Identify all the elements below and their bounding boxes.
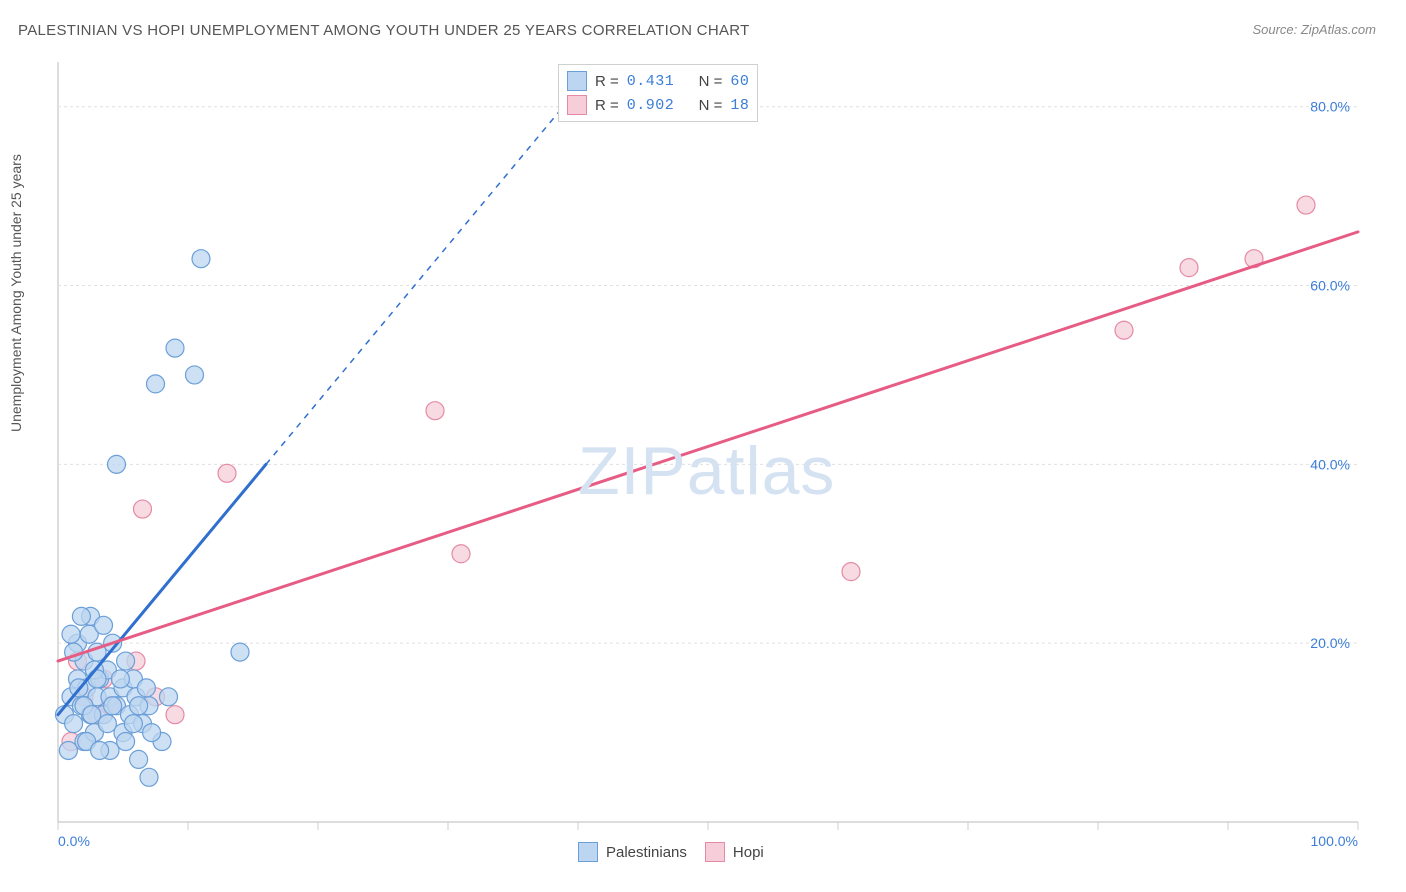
source-link[interactable]: ZipAtlas.com [1301, 22, 1376, 37]
data-point [160, 688, 178, 706]
legend-swatch [567, 95, 587, 115]
data-point [452, 545, 470, 563]
series-legend-label: Hopi [733, 844, 764, 861]
source-prefix: Source: [1252, 22, 1300, 37]
data-point [104, 697, 122, 715]
y-axis-label: Unemployment Among Youth under 25 years [8, 154, 24, 432]
chart-title: PALESTINIAN VS HOPI UNEMPLOYMENT AMONG Y… [18, 22, 750, 39]
data-point [186, 366, 204, 384]
x-tick-label: 0.0% [58, 833, 90, 849]
data-point [192, 250, 210, 268]
data-point [140, 768, 158, 786]
data-point [426, 402, 444, 420]
data-point [117, 733, 135, 751]
data-point [98, 715, 116, 733]
data-point [1180, 259, 1198, 277]
x-tick-label: 100.0% [1311, 833, 1358, 849]
legend-n-value: 18 [730, 97, 749, 114]
data-point [166, 706, 184, 724]
legend-n-label: N = [699, 73, 723, 90]
data-point [62, 625, 80, 643]
legend-row: R = 0.902 N = 18 [567, 93, 749, 117]
data-point [108, 455, 126, 473]
data-point [117, 652, 135, 670]
trend-line [58, 464, 266, 714]
data-point [137, 679, 155, 697]
legend-r-value: 0.902 [627, 97, 675, 114]
data-point [1115, 321, 1133, 339]
correlation-legend: R = 0.431 N = 60R = 0.902 N = 18 [558, 64, 758, 122]
y-tick-label: 80.0% [1310, 99, 1350, 115]
data-point [143, 724, 161, 742]
source-attribution: Source: ZipAtlas.com [1252, 22, 1376, 37]
legend-r-value: 0.431 [627, 73, 675, 90]
series-legend-item: Palestinians [578, 842, 687, 862]
series-legend: Palestinians Hopi [578, 842, 764, 862]
y-tick-label: 60.0% [1310, 278, 1350, 294]
data-point [72, 607, 90, 625]
legend-n-value: 60 [730, 73, 749, 90]
y-tick-label: 40.0% [1310, 456, 1350, 472]
data-point [130, 750, 148, 768]
legend-swatch [567, 71, 587, 91]
legend-n-label: N = [699, 97, 723, 114]
data-point [124, 715, 142, 733]
scatter-chart: 20.0% 40.0% 60.0% 80.0% 0.0% 100.0% [18, 52, 1388, 872]
data-point [91, 741, 109, 759]
legend-swatch [705, 842, 725, 862]
data-point [111, 670, 129, 688]
legend-r-label: R = [595, 73, 619, 90]
data-point [130, 697, 148, 715]
data-point [95, 616, 113, 634]
data-point [88, 670, 106, 688]
data-point [147, 375, 165, 393]
legend-r-label: R = [595, 97, 619, 114]
y-tick-label: 20.0% [1310, 635, 1350, 651]
data-point [65, 715, 83, 733]
series-legend-item: Hopi [705, 842, 764, 862]
data-point [83, 706, 101, 724]
data-point [842, 563, 860, 581]
trend-line-extended [266, 89, 578, 465]
trend-line [58, 232, 1358, 661]
legend-row: R = 0.431 N = 60 [567, 69, 749, 93]
series-legend-label: Palestinians [606, 844, 687, 861]
legend-swatch [578, 842, 598, 862]
data-point [231, 643, 249, 661]
data-point [218, 464, 236, 482]
data-point [1297, 196, 1315, 214]
chart-container: Unemployment Among Youth under 25 years … [18, 52, 1388, 872]
data-point [59, 741, 77, 759]
data-point [134, 500, 152, 518]
data-point [166, 339, 184, 357]
